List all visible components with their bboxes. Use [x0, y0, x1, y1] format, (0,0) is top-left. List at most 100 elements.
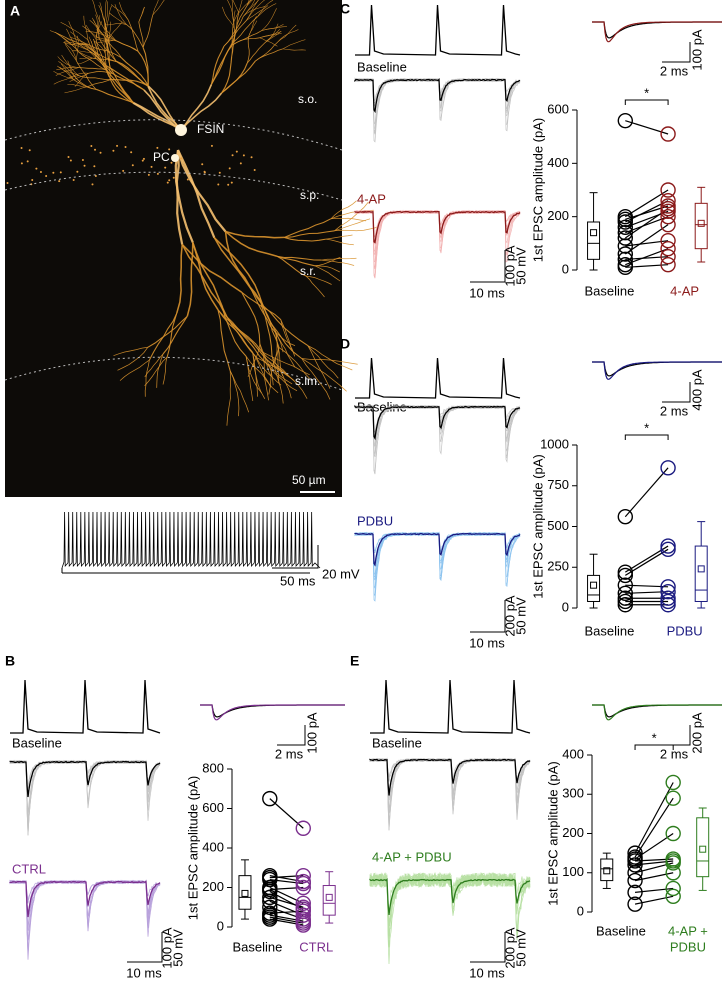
- data-point: [665, 790, 681, 806]
- mean: [697, 565, 705, 573]
- dendrite: [282, 48, 306, 51]
- x-tick-label: 4-AP: [670, 283, 699, 298]
- bouton: [52, 171, 55, 174]
- dendrite: [301, 358, 331, 400]
- data-point: [617, 585, 633, 602]
- dendrite: [256, 357, 282, 386]
- dendrite: [231, 0, 234, 23]
- y-tick-label: 500: [547, 518, 569, 533]
- condition-label: 4-AP + PDBU: [372, 849, 452, 864]
- dendrite: [301, 358, 358, 365]
- dendrite: [233, 10, 236, 29]
- scale-label: 50 mV: [513, 247, 528, 285]
- bouton: [253, 169, 256, 172]
- dendrite: [307, 345, 339, 379]
- dendrite: [232, 0, 240, 13]
- dendrite: [99, 55, 111, 80]
- y-tick-label: 200: [547, 208, 569, 223]
- dendrite: [314, 265, 340, 273]
- bouton: [131, 164, 134, 167]
- dendrite: [96, 39, 114, 44]
- mean-trace: [369, 758, 531, 796]
- dendrite: [175, 149, 184, 245]
- dendrite: [57, 65, 79, 76]
- bouton: [235, 150, 238, 153]
- panel-letter: C: [340, 1, 350, 17]
- dendrite: [162, 356, 168, 385]
- dendrite: [88, 71, 113, 74]
- dendrite: [271, 355, 292, 399]
- dendrite: [274, 330, 296, 368]
- dendrite: [225, 315, 268, 365]
- dendrite: [330, 200, 357, 220]
- dendrite: [271, 355, 284, 404]
- dendrite: [321, 257, 357, 261]
- dendrite: [181, 243, 243, 293]
- sweep-trace: [354, 404, 521, 464]
- condition-label: PDBU: [357, 513, 393, 528]
- condition-label: Baseline: [357, 399, 407, 414]
- dendrite: [142, 47, 149, 87]
- dendrite: [278, 347, 311, 379]
- dendrite: [221, 307, 247, 357]
- dendrite: [61, 54, 79, 76]
- cell-label: FSIN: [197, 122, 224, 136]
- dendrite: [280, 319, 292, 351]
- dendrite: [148, 312, 178, 361]
- dendrite: [246, 0, 253, 6]
- dendrite: [305, 275, 332, 285]
- dendrite: [112, 72, 145, 91]
- dendrite: [180, 92, 223, 131]
- dendrite: [67, 60, 75, 77]
- data-point: [262, 883, 278, 900]
- data-point: [627, 853, 643, 869]
- bouton: [20, 147, 23, 150]
- bouton: [147, 173, 150, 176]
- bouton: [180, 157, 183, 160]
- dendrite: [54, 31, 77, 43]
- bouton: [35, 167, 38, 170]
- dendrite: [53, 75, 79, 85]
- dendrite: [217, 309, 231, 371]
- bouton: [20, 162, 23, 165]
- bouton: [166, 181, 169, 184]
- dendrite: [314, 257, 341, 267]
- dendrite: [176, 149, 227, 233]
- data-point: [660, 256, 676, 273]
- dendrite: [126, 24, 144, 48]
- bouton: [122, 169, 125, 172]
- dendrite: [109, 78, 134, 104]
- sweep-trace: [9, 759, 161, 821]
- dendrite: [147, 315, 188, 348]
- dendrite: [259, 343, 274, 386]
- mean: [603, 867, 611, 875]
- panel-letter: E: [350, 653, 359, 669]
- dendrite: [213, 237, 264, 307]
- dendrite: [307, 345, 331, 389]
- dendrite: [282, 39, 306, 50]
- x-tick-label: Baseline: [596, 923, 646, 938]
- data-point: [262, 889, 278, 906]
- mean: [241, 889, 249, 897]
- dendrite: [107, 75, 134, 103]
- y-tick-label: 300: [562, 786, 584, 801]
- condition-label: Baseline: [357, 59, 407, 74]
- panel-letter: B: [5, 653, 15, 669]
- pair-line: [634, 797, 674, 858]
- dendrite: [64, 41, 77, 62]
- bouton: [6, 182, 9, 185]
- bouton: [172, 176, 175, 179]
- mean-trace: [354, 532, 521, 567]
- data-point: [627, 857, 643, 873]
- dendrite: [114, 4, 127, 25]
- scale-label: 200 pA: [689, 712, 704, 754]
- data-point: [660, 216, 676, 233]
- dendrite: [152, 0, 165, 16]
- data-point: [627, 865, 643, 881]
- layer-boundary: [4, 356, 343, 391]
- significance-bracket: [624, 99, 669, 105]
- dendrite: [225, 230, 285, 239]
- dendrite: [63, 42, 88, 46]
- bouton: [156, 146, 159, 149]
